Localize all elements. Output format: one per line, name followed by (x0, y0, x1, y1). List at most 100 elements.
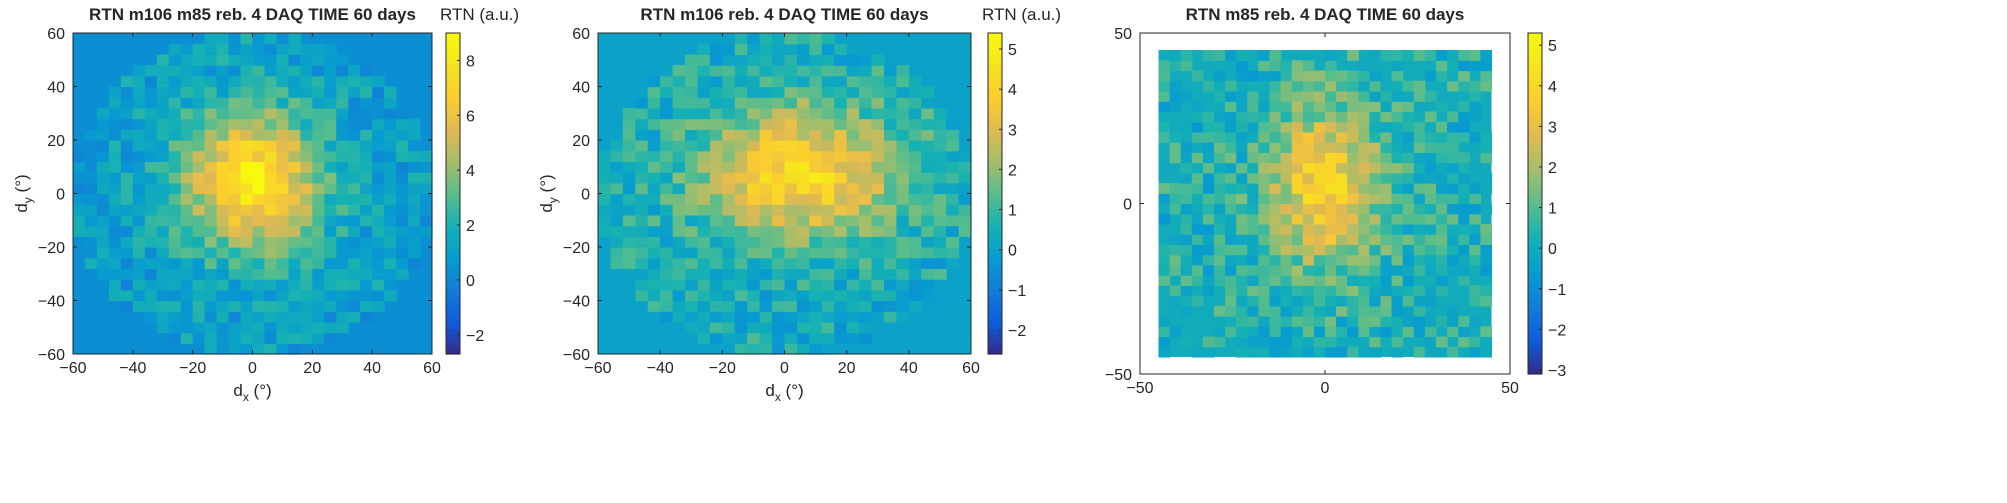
y-tick-label: 40 (572, 80, 590, 97)
heatmap-cell (734, 140, 748, 152)
heatmap-cell (132, 161, 146, 173)
heatmap-cell (796, 300, 810, 312)
colorbar-tick-label: 0 (1548, 241, 1557, 258)
heatmap-cell (809, 43, 823, 55)
colorbar-segment (988, 113, 1002, 119)
heatmap-cell (883, 193, 897, 205)
heatmap-cell (1325, 275, 1337, 286)
heatmap-cell (647, 129, 661, 141)
colorbar-segment (1528, 310, 1542, 316)
heatmap-cell (809, 279, 823, 291)
heatmap-cell (1402, 254, 1415, 266)
heatmap-cell (384, 182, 397, 195)
heatmap-cell (1258, 275, 1271, 286)
heatmap-cell (946, 150, 960, 162)
heatmap-cell (1202, 142, 1215, 153)
heatmap-cell (1291, 162, 1304, 174)
heatmap-cell (871, 236, 885, 248)
heatmap-cell (1214, 244, 1226, 256)
heatmap-cell (697, 65, 711, 77)
heatmap-cell (1358, 203, 1370, 215)
heatmap-cell (1369, 213, 1382, 225)
colorbar-segment (1528, 166, 1542, 173)
heatmap-cell (1336, 152, 1348, 164)
heatmap-cell (821, 129, 835, 141)
heatmap-cell (1458, 275, 1470, 286)
heatmap-cell (772, 214, 786, 227)
heatmap-cell (921, 257, 935, 269)
heatmap-cell (660, 172, 674, 184)
heatmap-cell (168, 268, 182, 280)
heatmap-cell (1214, 275, 1226, 286)
heatmap-cell (312, 182, 325, 195)
heatmap-cell (1280, 234, 1293, 246)
heatmap-cell (846, 279, 860, 291)
heatmap-cell (1436, 50, 1448, 61)
heatmap-cell (871, 75, 885, 88)
heatmap-cell (300, 75, 313, 88)
heatmap-cell (96, 236, 110, 248)
heatmap-cell (132, 65, 146, 77)
heatmap-cell (240, 343, 254, 355)
heatmap-cell (1180, 152, 1193, 164)
colorbar-segment (446, 328, 460, 335)
heatmap-cell (1291, 326, 1304, 338)
heatmap-cell (722, 161, 736, 173)
heatmap-cell (1369, 172, 1382, 184)
heatmap-cell (324, 86, 337, 98)
heatmap-cell (734, 65, 748, 77)
heatmap-cell (1236, 275, 1248, 286)
heatmap-cell (1424, 90, 1437, 102)
heatmap-cell (1313, 285, 1326, 297)
heatmap-cell (1269, 101, 1282, 113)
heatmap-cell (276, 33, 289, 45)
heatmap-cell (784, 279, 798, 291)
heatmap-cell (722, 236, 736, 248)
colorbar-segment (988, 168, 1002, 175)
heatmap-cell (1302, 305, 1315, 317)
heatmap-cell (1247, 336, 1259, 348)
heatmap-cell (73, 204, 86, 216)
heatmap-cell (1214, 223, 1226, 235)
heatmap-cell (1202, 203, 1215, 215)
heatmap-cell (685, 279, 699, 291)
heatmap-cell (1269, 326, 1282, 338)
colorbar-segment (1528, 198, 1542, 205)
heatmap-cell (192, 54, 206, 66)
heatmap-cell (1325, 60, 1337, 72)
heatmap-cell (1225, 234, 1237, 246)
heatmap-cell (240, 214, 254, 227)
heatmap-cell (908, 236, 922, 248)
heatmap-cell (635, 268, 649, 280)
heatmap-cell (204, 300, 218, 312)
colorbar-segment (446, 178, 460, 185)
heatmap-cell (834, 161, 848, 173)
heatmap-cell (1280, 101, 1293, 113)
heatmap-cell (228, 236, 242, 248)
heatmap-cell (660, 289, 674, 302)
heatmap-cell (1236, 90, 1248, 102)
heatmap-cell (1380, 264, 1393, 276)
heatmap-cell (821, 75, 835, 88)
heatmap-cell (168, 150, 182, 162)
heatmap-cell (420, 225, 433, 237)
heatmap-cell (372, 150, 385, 162)
heatmap-cell (396, 236, 409, 248)
heatmap-cell (784, 289, 798, 302)
heatmap-cell (871, 97, 885, 109)
heatmap-cell (96, 129, 110, 141)
heatmap-cell (1480, 152, 1493, 164)
heatmap-cell (697, 289, 711, 302)
heatmap-cell (697, 182, 711, 195)
heatmap-cell (846, 257, 860, 269)
heatmap-cell (660, 75, 674, 88)
heatmap-cell (240, 257, 254, 269)
heatmap-cell (834, 150, 848, 162)
heatmap-cell (1258, 101, 1271, 113)
heatmap-cell (1280, 183, 1293, 194)
heatmap-cell (216, 279, 230, 291)
heatmap-cell (252, 214, 266, 227)
heatmap-cell (1447, 121, 1459, 133)
heatmap-cell (1469, 244, 1481, 256)
heatmap-cell (672, 204, 686, 216)
